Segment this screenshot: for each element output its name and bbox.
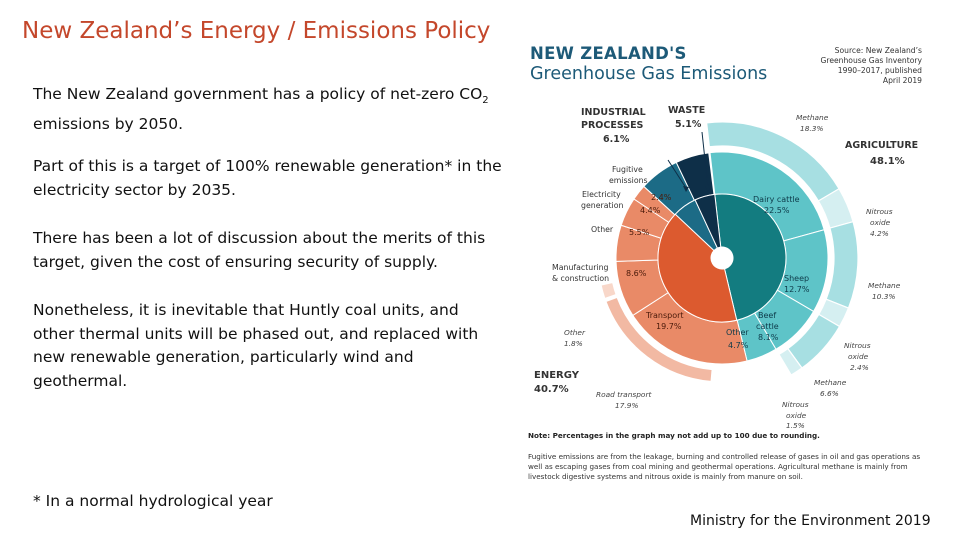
label-dairy-pct: 22.5% bbox=[764, 206, 790, 215]
label-fugitive-pct: 2.4% bbox=[651, 193, 672, 202]
arrow-industrial-head bbox=[683, 186, 689, 192]
label-energy-pct: 40.7% bbox=[534, 384, 569, 395]
label-industrial-1: INDUSTRIAL bbox=[581, 107, 646, 118]
label-nitrous-3a: Nitrous bbox=[782, 400, 809, 409]
gas-slice-energy-other bbox=[600, 281, 617, 300]
subcategory-ring bbox=[615, 151, 829, 365]
label-beef-pct: 8.1% bbox=[758, 333, 779, 342]
label-road-transport: Road transport bbox=[596, 390, 652, 399]
gas-ring bbox=[600, 121, 859, 383]
emissions-chart: AGRICULTURE 48.1% ENERGY 40.7% INDUSTRIA… bbox=[534, 105, 918, 430]
para1-text-end: emissions by 2050. bbox=[33, 114, 184, 133]
label-energy-gas-other: Other bbox=[564, 328, 586, 337]
slide-title: New Zealand’s Energy / Emissions Policy bbox=[22, 18, 491, 44]
gas-slice-agri-nitrous-oxide-5 bbox=[778, 347, 803, 376]
label-electricity-2: generation bbox=[581, 201, 623, 210]
paragraph-net-zero: The New Zealand government has a policy … bbox=[33, 83, 503, 136]
source-line-4: April 2019 bbox=[882, 76, 922, 85]
chart-center-hole bbox=[711, 247, 733, 269]
chart-title-line1: NEW ZEALAND'S bbox=[530, 44, 687, 63]
emissions-infographic: AGRICULTURE 48.1% ENERGY 40.7% INDUSTRIA… bbox=[524, 36, 944, 492]
label-sheep: Sheep bbox=[784, 274, 809, 283]
label-agriculture: AGRICULTURE bbox=[845, 140, 918, 151]
credit: Ministry for the Environment 2019 bbox=[690, 513, 931, 529]
chart-note: Note: Percentages in the graph may not a… bbox=[528, 431, 820, 440]
label-electricity-pct: 4.4% bbox=[640, 206, 661, 215]
label-methane-1: Methane bbox=[796, 113, 829, 122]
label-manufacturing-pct: 8.6% bbox=[626, 269, 647, 278]
gas-slice-agri-methane-2 bbox=[825, 220, 859, 309]
source-line-3: 1990–2017, published bbox=[837, 66, 922, 75]
label-transport: Transport bbox=[645, 311, 684, 320]
label-nitrous-2b: oxide bbox=[848, 352, 869, 361]
label-manufacturing-1: Manufacturing bbox=[552, 263, 609, 272]
label-agri-other-pct: 4.7% bbox=[728, 341, 749, 350]
label-energy-gas-other-pct: 1.8% bbox=[564, 339, 583, 348]
label-dairy: Dairy cattle bbox=[753, 195, 800, 204]
chart-title-line2: Greenhouse Gas Emissions bbox=[530, 64, 768, 84]
label-electricity-1: Electricity bbox=[582, 190, 621, 199]
footnote: * In a normal hydrological year bbox=[33, 492, 273, 510]
arrow-industrial bbox=[667, 159, 687, 189]
label-methane-2: Methane bbox=[868, 281, 901, 290]
label-nitrous-3b: oxide bbox=[786, 411, 807, 420]
label-agriculture-pct: 48.1% bbox=[870, 156, 905, 167]
chart-source: Source: New Zealand’s Greenhouse Gas Inv… bbox=[806, 46, 923, 86]
label-fugitive-1: Fugitive bbox=[612, 165, 643, 174]
label-methane-2-pct: 10.3% bbox=[872, 292, 895, 301]
para1-text: The New Zealand government has a policy … bbox=[33, 85, 483, 103]
source-line-1: Source: New Zealand’s bbox=[834, 46, 922, 55]
label-nitrous-1a: Nitrous bbox=[866, 207, 893, 216]
label-industrial-2: PROCESSES bbox=[581, 120, 644, 131]
label-waste: WASTE bbox=[668, 105, 705, 116]
label-beef-2: cattle bbox=[756, 322, 779, 331]
label-transport-pct: 19.7% bbox=[656, 322, 682, 331]
source-line-2: Greenhouse Gas Inventory bbox=[820, 56, 923, 65]
label-nitrous-1-pct: 4.2% bbox=[870, 229, 889, 238]
paragraph-discussion: There has been a lot of discussion about… bbox=[33, 229, 486, 271]
paragraph-renewable-target: Part of this is a target of 100% renewab… bbox=[33, 157, 502, 199]
para1-subscript: 2 bbox=[482, 95, 489, 107]
label-agri-other: Other bbox=[726, 328, 749, 337]
label-sheep-pct: 12.7% bbox=[784, 285, 810, 294]
label-beef-1: Beef bbox=[758, 311, 776, 320]
sector-slice-energy bbox=[657, 213, 738, 323]
label-road-transport-pct: 17.9% bbox=[615, 401, 638, 410]
label-energy: ENERGY bbox=[534, 370, 580, 381]
label-nitrous-2a: Nitrous bbox=[844, 341, 871, 350]
label-fugitive-2: emissions bbox=[609, 176, 648, 185]
arrow-waste bbox=[701, 131, 709, 189]
sector-ring bbox=[657, 193, 787, 323]
paragraph-huntly: Nonetheless, it is inevitable that Huntl… bbox=[33, 301, 479, 390]
gas-slice-road-transport bbox=[605, 296, 713, 383]
gas-labels: Methane 18.3% Nitrous oxide 4.2% Methane… bbox=[564, 113, 901, 430]
label-manufacturing-2: & construction bbox=[552, 274, 609, 283]
label-methane-3-pct: 6.6% bbox=[820, 389, 839, 398]
label-industrial-pct: 6.1% bbox=[603, 134, 630, 145]
arrow-waste-head bbox=[705, 186, 711, 192]
label-nitrous-3-pct: 1.5% bbox=[786, 421, 805, 430]
label-methane-1-pct: 18.3% bbox=[800, 124, 823, 133]
label-energy-other: Other bbox=[591, 225, 614, 234]
label-nitrous-2-pct: 2.4% bbox=[850, 363, 869, 372]
fugitive-note: Fugitive emissions are from the leakage,… bbox=[528, 452, 921, 481]
label-energy-other-pct: 5.5% bbox=[629, 228, 650, 237]
label-nitrous-1b: oxide bbox=[870, 218, 891, 227]
callout-arrows bbox=[667, 131, 711, 192]
label-methane-3: Methane bbox=[814, 378, 847, 387]
label-waste-pct: 5.1% bbox=[675, 119, 702, 130]
